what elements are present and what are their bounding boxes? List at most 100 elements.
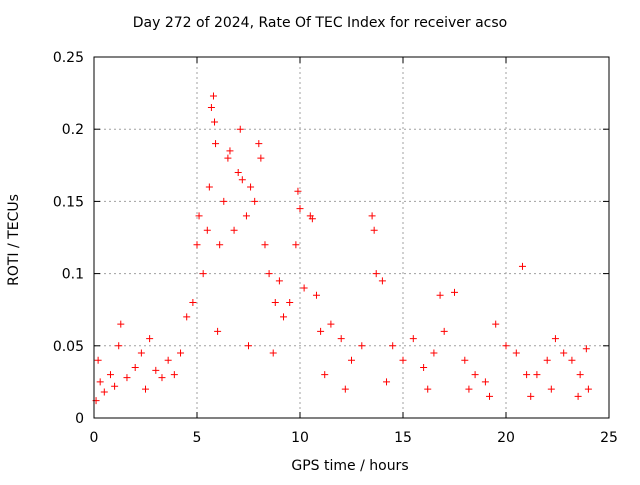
data-point: [383, 378, 391, 386]
data-point: [137, 349, 145, 357]
data-point: [146, 335, 154, 343]
data-point: [551, 335, 559, 343]
data-point: [224, 154, 232, 162]
data-point: [203, 226, 211, 234]
data-point: [368, 212, 376, 220]
data-point: [111, 382, 119, 390]
y-tick-label: 0.2: [62, 122, 84, 138]
data-point: [312, 291, 320, 299]
axis-ticks: 0 5 10 15 20 25 0 0.05 0.1 0.15 0.2 0.25: [53, 50, 618, 446]
x-tick-label: 10: [291, 430, 309, 446]
data-point: [280, 313, 288, 321]
data-point: [518, 262, 526, 270]
data-point: [238, 176, 246, 184]
data-point: [183, 313, 191, 321]
data-point: [158, 374, 166, 382]
y-tick-label: 0.1: [62, 267, 84, 283]
data-point: [574, 392, 582, 400]
data-point: [337, 335, 345, 343]
y-tick-label: 0.15: [53, 194, 84, 210]
data-point: [226, 147, 234, 155]
data-point: [399, 356, 407, 364]
data-point: [547, 385, 555, 393]
y-tick-label: 0.05: [53, 339, 84, 355]
data-point: [543, 356, 551, 364]
data-point: [131, 363, 139, 371]
data-point: [584, 385, 592, 393]
data-point: [568, 356, 576, 364]
data-point: [430, 349, 438, 357]
data-point: [245, 342, 252, 350]
data-point: [440, 327, 448, 335]
chart-title: Day 272 of 2024, Rate Of TEC Index for r…: [132, 15, 508, 31]
y-tick-label: 0.25: [53, 50, 84, 66]
data-point: [471, 371, 479, 379]
data-point: [247, 183, 255, 191]
data-point: [117, 320, 125, 328]
data-point: [212, 140, 220, 148]
data-point: [100, 388, 108, 396]
data-point: [502, 342, 510, 350]
data-point: [205, 183, 213, 191]
data-point: [123, 374, 131, 382]
x-tick-label: 0: [90, 430, 99, 446]
data-point: [409, 335, 417, 343]
data-point: [96, 378, 104, 386]
data-point: [461, 356, 469, 364]
data-point: [389, 342, 397, 350]
y-tick-label: 0: [75, 411, 84, 427]
data-point: [378, 277, 386, 285]
data-point: [527, 392, 535, 400]
data-point: [512, 349, 520, 357]
data-point: [576, 371, 584, 379]
data-point: [177, 349, 185, 357]
x-axis-label: GPS time / hours: [291, 458, 408, 474]
data-point: [286, 298, 294, 306]
data-point: [265, 270, 273, 278]
data-point: [269, 349, 277, 357]
data-point: [242, 212, 250, 220]
data-point: [216, 241, 224, 249]
data-point: [115, 342, 123, 350]
data-point: [451, 288, 458, 296]
data-point: [372, 270, 380, 278]
data-point: [209, 92, 217, 100]
data-point: [152, 366, 160, 374]
data-point: [193, 241, 201, 249]
data-point: [220, 197, 228, 205]
data-point: [465, 385, 473, 393]
x-tick-label: 15: [394, 430, 412, 446]
data-point: [348, 356, 355, 364]
data-point: [255, 140, 263, 148]
data-point: [533, 371, 541, 379]
data-point: [142, 385, 149, 393]
data-point: [199, 270, 207, 278]
data-point: [164, 356, 172, 364]
data-point: [94, 356, 102, 364]
data-point: [251, 197, 259, 205]
data-point: [294, 187, 302, 195]
data-point: [234, 169, 242, 177]
data-point: [275, 277, 283, 285]
data-point: [523, 371, 531, 379]
y-axis-label: ROTI / TECUs: [6, 194, 22, 286]
data-points: [92, 92, 592, 405]
data-point: [292, 241, 300, 249]
data-point: [436, 291, 444, 299]
data-point: [300, 284, 308, 292]
data-point: [341, 385, 349, 393]
data-point: [257, 154, 265, 162]
data-point: [261, 241, 269, 249]
data-point: [236, 125, 244, 133]
x-tick-label: 20: [497, 430, 515, 446]
data-point: [296, 205, 304, 213]
data-point: [327, 320, 335, 328]
data-point: [481, 378, 489, 386]
data-point: [106, 371, 114, 379]
data-point: [211, 118, 219, 126]
x-tick-label: 25: [600, 430, 618, 446]
data-point: [358, 342, 366, 350]
data-point: [170, 371, 178, 379]
data-point: [370, 226, 378, 234]
